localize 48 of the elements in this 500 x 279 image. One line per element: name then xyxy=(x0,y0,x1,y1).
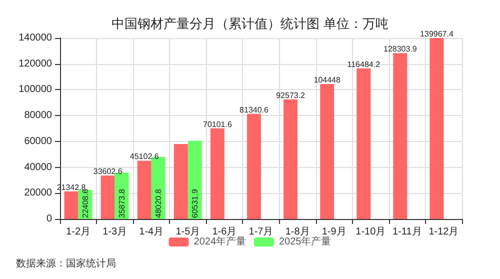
data-label: 81340.6 xyxy=(240,105,270,114)
x-tick-label: 1-8月 xyxy=(285,226,310,238)
bar xyxy=(64,191,78,219)
data-label: 48020.8 xyxy=(154,188,163,218)
data-label: 139967.4 xyxy=(420,30,454,39)
bar xyxy=(356,68,371,219)
y-tick-label: 0 xyxy=(46,214,52,224)
y-tick-label: 100000 xyxy=(18,84,52,96)
data-label: 45102.6 xyxy=(130,152,160,162)
bar xyxy=(210,128,224,219)
y-tick-label: 80000 xyxy=(24,110,52,122)
x-tick-label: 1-9月 xyxy=(322,226,346,238)
y-tick-label: 40000 xyxy=(24,162,52,173)
bar xyxy=(100,176,115,219)
chart-title: 中国钢材产量分月（累计值）统计图 单位：万吨 xyxy=(112,16,388,31)
y-tick-label: 120000 xyxy=(18,58,52,70)
y-tick-label: 20000 xyxy=(24,188,52,199)
bar xyxy=(247,114,261,219)
x-tick-label: 1-11月 xyxy=(392,226,422,238)
data-label: 33602.6 xyxy=(93,167,123,176)
data-label: 22408.6 xyxy=(80,188,90,218)
bar xyxy=(430,38,444,219)
bar xyxy=(137,160,152,219)
data-label: 104448 xyxy=(314,75,341,84)
data-label: 116484.2 xyxy=(347,60,381,69)
bar xyxy=(188,140,202,219)
data-label: 60531.9 xyxy=(190,188,200,218)
y-tick-label: 60000 xyxy=(24,136,52,147)
bar xyxy=(284,99,298,219)
y-tick-label: 140000 xyxy=(18,32,52,44)
x-tick-label: 1-10月 xyxy=(356,226,386,238)
bar xyxy=(174,144,188,219)
data-label: 35873.8 xyxy=(117,188,126,218)
legend-label: 2024年产量 xyxy=(194,236,246,248)
x-tick-label: 1-2月 xyxy=(66,226,90,238)
x-tick-label: 1-4月 xyxy=(139,226,164,238)
data-label: 70101.6 xyxy=(202,120,232,129)
x-tick-label: 1-6月 xyxy=(212,226,237,238)
x-tick-label: 1-5月 xyxy=(176,226,200,238)
bar xyxy=(393,53,408,219)
source-note: 数据来源：国家统计局 xyxy=(16,258,116,270)
data-label: 128303.9 xyxy=(383,44,418,54)
legend-label: 2025年产量 xyxy=(279,236,332,248)
data-label: 92573.2 xyxy=(276,90,306,100)
bar xyxy=(320,84,334,219)
x-tick-label: 1-12月 xyxy=(428,226,459,238)
x-tick-label: 1-7月 xyxy=(248,226,274,238)
x-tick-label: 1-3月 xyxy=(102,226,128,238)
